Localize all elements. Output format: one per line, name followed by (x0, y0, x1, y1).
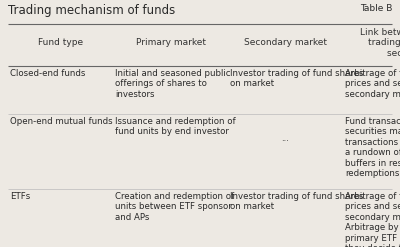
Text: Investor trading of fund shares
on market: Investor trading of fund shares on marke… (230, 192, 364, 211)
Text: Issuance and redemption of
fund units by end investor: Issuance and redemption of fund units by… (115, 117, 236, 136)
Text: Open-end mutual funds: Open-end mutual funds (10, 117, 113, 126)
Text: Secondary market: Secondary market (244, 39, 327, 47)
Text: Table B: Table B (360, 4, 392, 13)
Text: ETFs: ETFs (10, 192, 30, 201)
Text: Trading mechanism of funds: Trading mechanism of funds (8, 4, 175, 17)
Text: Link between end investor
trading and underlying
security prices: Link between end investor trading and un… (360, 28, 400, 58)
Text: ...: ... (282, 134, 290, 143)
Text: Initial and seasoned public
offerings of shares to
investors: Initial and seasoned public offerings of… (115, 69, 230, 99)
Text: Primary market: Primary market (136, 39, 206, 47)
Text: Arbitrage of fund share
prices and security prices in
secondary markets
Arbitrag: Arbitrage of fund share prices and secur… (345, 192, 400, 247)
Text: Creation and redemption of
units between ETF sponsor
and APs: Creation and redemption of units between… (115, 192, 234, 222)
Text: Investor trading of fund shares
on market: Investor trading of fund shares on marke… (230, 69, 364, 88)
Text: Closed-end funds: Closed-end funds (10, 69, 85, 78)
Text: Arbitrage of fund share
prices and security prices in
secondary markets: Arbitrage of fund share prices and secur… (345, 69, 400, 99)
Text: Fund transactions generate
securities market
transactions (unless there is
a run: Fund transactions generate securities ma… (345, 117, 400, 178)
Text: Fund type: Fund type (38, 39, 83, 47)
